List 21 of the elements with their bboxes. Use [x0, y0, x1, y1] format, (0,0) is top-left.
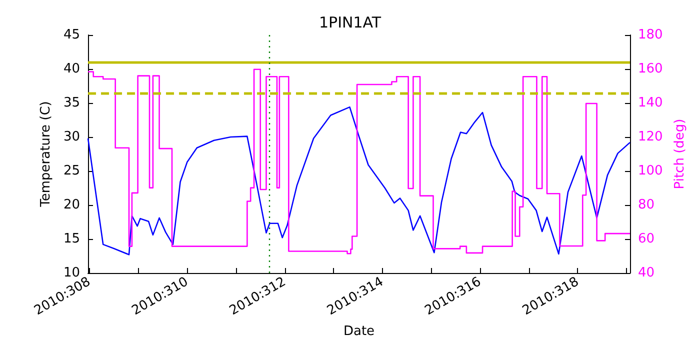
- y2-axis-title: Pitch (deg): [672, 118, 688, 190]
- y-tick-label: 20: [63, 198, 80, 212]
- x-axis-title: Date: [343, 324, 375, 339]
- y2-tick-label: 140: [638, 96, 663, 110]
- y-tick-label: 15: [63, 232, 80, 246]
- y-tick-label: 30: [63, 130, 80, 144]
- y2-tick-label: 60: [638, 232, 655, 246]
- y2-tick-label: 180: [638, 28, 663, 42]
- y-axis-title: Temperature (C): [38, 101, 54, 208]
- y2-tick-label: 100: [638, 164, 663, 178]
- y-tick-label: 25: [63, 164, 80, 178]
- y2-tick-label: 160: [638, 62, 663, 76]
- y-tick-label: 10: [63, 266, 80, 280]
- y-tick-label: 45: [63, 28, 80, 42]
- y2-tick-label: 40: [638, 266, 655, 280]
- y-tick-label: 40: [63, 62, 80, 76]
- y-tick-label: 35: [63, 96, 80, 110]
- line-series: [87, 106, 631, 256]
- y2-tick-label: 80: [638, 198, 655, 212]
- y2-tick-label: 120: [638, 130, 663, 144]
- chart-title: 1PIN1AT: [318, 14, 382, 32]
